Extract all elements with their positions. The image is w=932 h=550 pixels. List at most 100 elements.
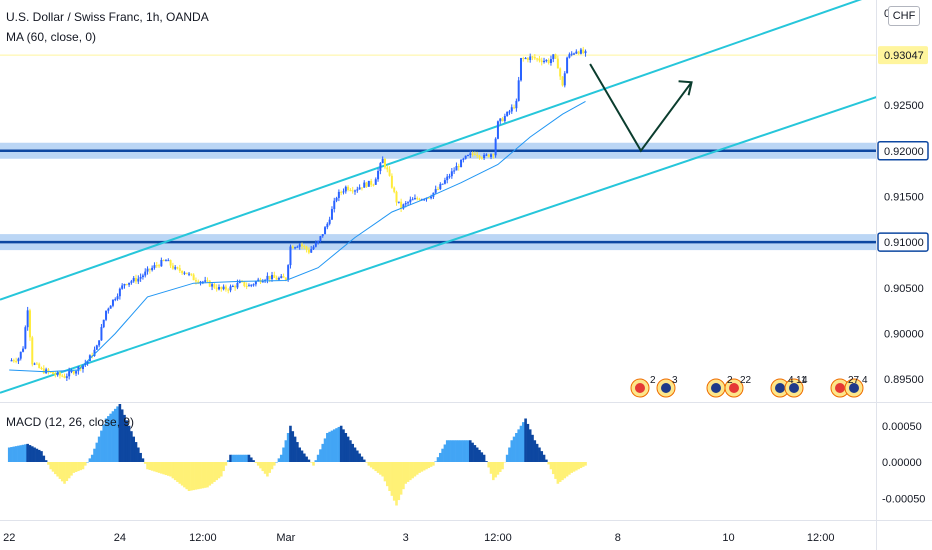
macd-histogram-bar [485, 461, 488, 462]
candle [356, 189, 359, 191]
candle [291, 246, 294, 249]
candle [155, 265, 158, 267]
macd-histogram-bar [369, 462, 373, 468]
candle [363, 182, 366, 188]
macd-histogram-bar [206, 462, 209, 488]
candle [114, 299, 117, 301]
macd-histogram-bar [568, 462, 571, 475]
candle [151, 267, 154, 271]
candle [185, 272, 188, 275]
currency-button[interactable]: CHF [888, 6, 920, 26]
macd-histogram-bar [282, 447, 285, 462]
candle [319, 236, 322, 241]
ma-indicator-label[interactable]: MA (60, close, 0) [6, 30, 97, 44]
projection-path[interactable] [589, 63, 693, 153]
candle [372, 184, 375, 186]
macd-histogram-bar [480, 452, 484, 462]
candle [254, 281, 257, 285]
candle [547, 60, 550, 64]
level-price-tag [877, 141, 929, 161]
macd-histogram-bar [139, 452, 142, 462]
price-tick-label: 0.90000 [884, 328, 924, 340]
macd-histogram-bar [390, 462, 394, 496]
candle [517, 80, 520, 101]
candle [317, 240, 320, 243]
candle [416, 198, 419, 200]
candle [400, 201, 403, 209]
macd-histogram-bar [558, 462, 562, 482]
macd-histogram-bar [376, 462, 380, 473]
macd-histogram-bar [307, 459, 311, 462]
candle [176, 267, 179, 269]
candle [324, 227, 327, 235]
candle [466, 155, 469, 157]
macd-histogram-bar [330, 430, 334, 462]
candle [268, 275, 271, 280]
macd-histogram-bar [457, 440, 461, 462]
candle [549, 59, 552, 64]
macd-histogram-bar [510, 440, 514, 462]
candle [266, 275, 269, 281]
event-flag-dot [729, 383, 739, 393]
candle [12, 360, 15, 362]
macd-histogram-bar [466, 440, 470, 462]
macd-histogram-bar [180, 462, 184, 486]
macd-histogram-bar [489, 462, 493, 474]
macd-histogram-bar [169, 462, 172, 477]
candle [153, 265, 156, 268]
macd-histogram-bar [503, 462, 507, 463]
macd-histogram-bar [240, 454, 244, 462]
candle [215, 287, 218, 290]
candle [411, 199, 414, 201]
time-tick-label: 8 [615, 532, 621, 544]
candle [427, 197, 430, 199]
candle [282, 276, 285, 278]
candle [351, 190, 354, 192]
candle [118, 288, 121, 297]
candle [298, 244, 301, 247]
macd-histogram-bar [164, 462, 168, 476]
candle [284, 277, 287, 281]
candle [513, 107, 516, 109]
candle [579, 49, 582, 54]
candle [370, 180, 373, 185]
time-tick-label: 12:00 [189, 532, 217, 544]
event-count-label: 2 [727, 375, 733, 386]
macd-histogram-bar [312, 462, 315, 466]
candle [310, 249, 313, 253]
macd-histogram-bar [577, 462, 580, 470]
candle [473, 154, 476, 156]
event-flag-dot [661, 383, 671, 393]
candle [305, 246, 308, 250]
macd-histogram-bar [379, 462, 382, 475]
macd-histogram-bar [326, 433, 329, 462]
macd-indicator-label[interactable]: MACD (12, 26, close, 9) [6, 415, 135, 429]
candle [476, 154, 479, 156]
candle [367, 180, 370, 187]
candle [250, 284, 253, 286]
channel-line-0[interactable] [0, 0, 885, 301]
macd-histogram-bar [501, 462, 504, 470]
macd-histogram-bar [524, 418, 527, 462]
channel-line-1[interactable] [0, 93, 886, 394]
macd-histogram-bar [263, 462, 267, 474]
macd-histogram-bar [362, 459, 366, 462]
macd-histogram-bar [381, 462, 384, 477]
economic-events[interactable]: 2 3 2 22 4 114 27 4 [630, 375, 868, 398]
candle [243, 281, 246, 287]
candle [303, 245, 306, 247]
macd-histogram-bar [162, 462, 165, 475]
price-pane[interactable]: 2 3 2 22 4 114 27 4 [0, 0, 886, 398]
macd-histogram-bar [305, 456, 308, 462]
candle [252, 284, 255, 286]
candle [515, 100, 518, 109]
candle [519, 57, 522, 81]
macd-histogram-bar [44, 460, 48, 462]
macd-histogram-bar [81, 462, 85, 470]
macd-pane[interactable] [7, 404, 587, 506]
macd-histogram-bar [422, 462, 426, 471]
macd-histogram-bar [70, 462, 73, 476]
ma-line[interactable] [9, 100, 586, 373]
symbol-title[interactable]: U.S. Dollar / Swiss Franc, 1h, OANDA [6, 10, 209, 24]
